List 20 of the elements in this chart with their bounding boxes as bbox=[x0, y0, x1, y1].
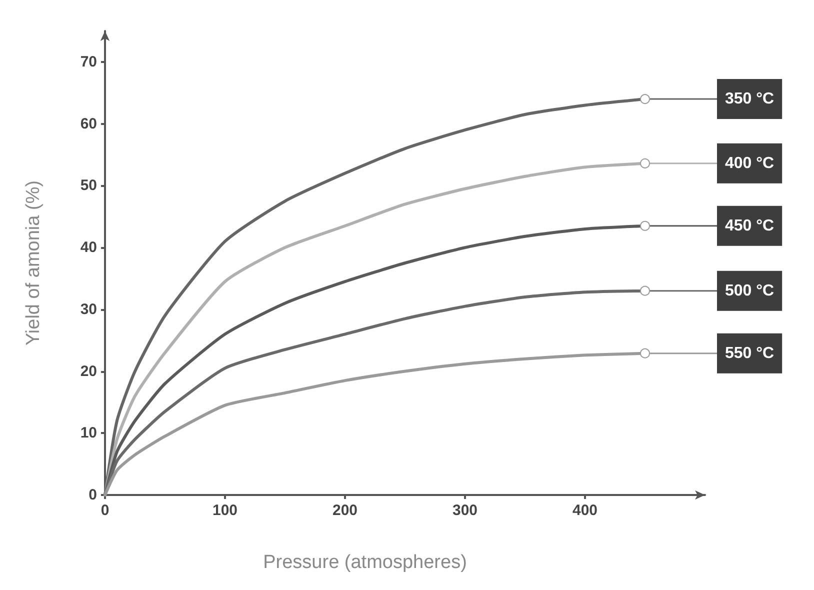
legend-label: 400 °C bbox=[725, 154, 775, 172]
x-tick-label: 200 bbox=[332, 502, 358, 519]
y-tick-label: 30 bbox=[80, 300, 97, 318]
y-tick-label: 10 bbox=[80, 424, 97, 442]
x-tick-label: 100 bbox=[212, 502, 238, 519]
y-tick-label: 60 bbox=[80, 115, 97, 132]
legend-label: 450 °C bbox=[725, 217, 775, 234]
legend-label: 500 °C bbox=[725, 282, 775, 300]
y-tick-label: 50 bbox=[80, 177, 97, 194]
y-axis-title: Yield of amonia (%) bbox=[23, 180, 44, 346]
y-tick-label: 20 bbox=[80, 362, 97, 380]
y-tick-label: 0 bbox=[88, 486, 97, 504]
y-tick-label: 70 bbox=[80, 53, 97, 70]
legend-label: 350 °C bbox=[725, 90, 775, 108]
y-tick-label: 40 bbox=[80, 239, 97, 256]
x-tick-label: 400 bbox=[572, 502, 598, 519]
legend-label: 550 °C bbox=[725, 344, 775, 362]
x-tick-label: 0 bbox=[100, 502, 110, 519]
x-tick-label: 300 bbox=[452, 502, 478, 519]
x-axis-title: Pressure (atmospheres) bbox=[263, 552, 467, 573]
